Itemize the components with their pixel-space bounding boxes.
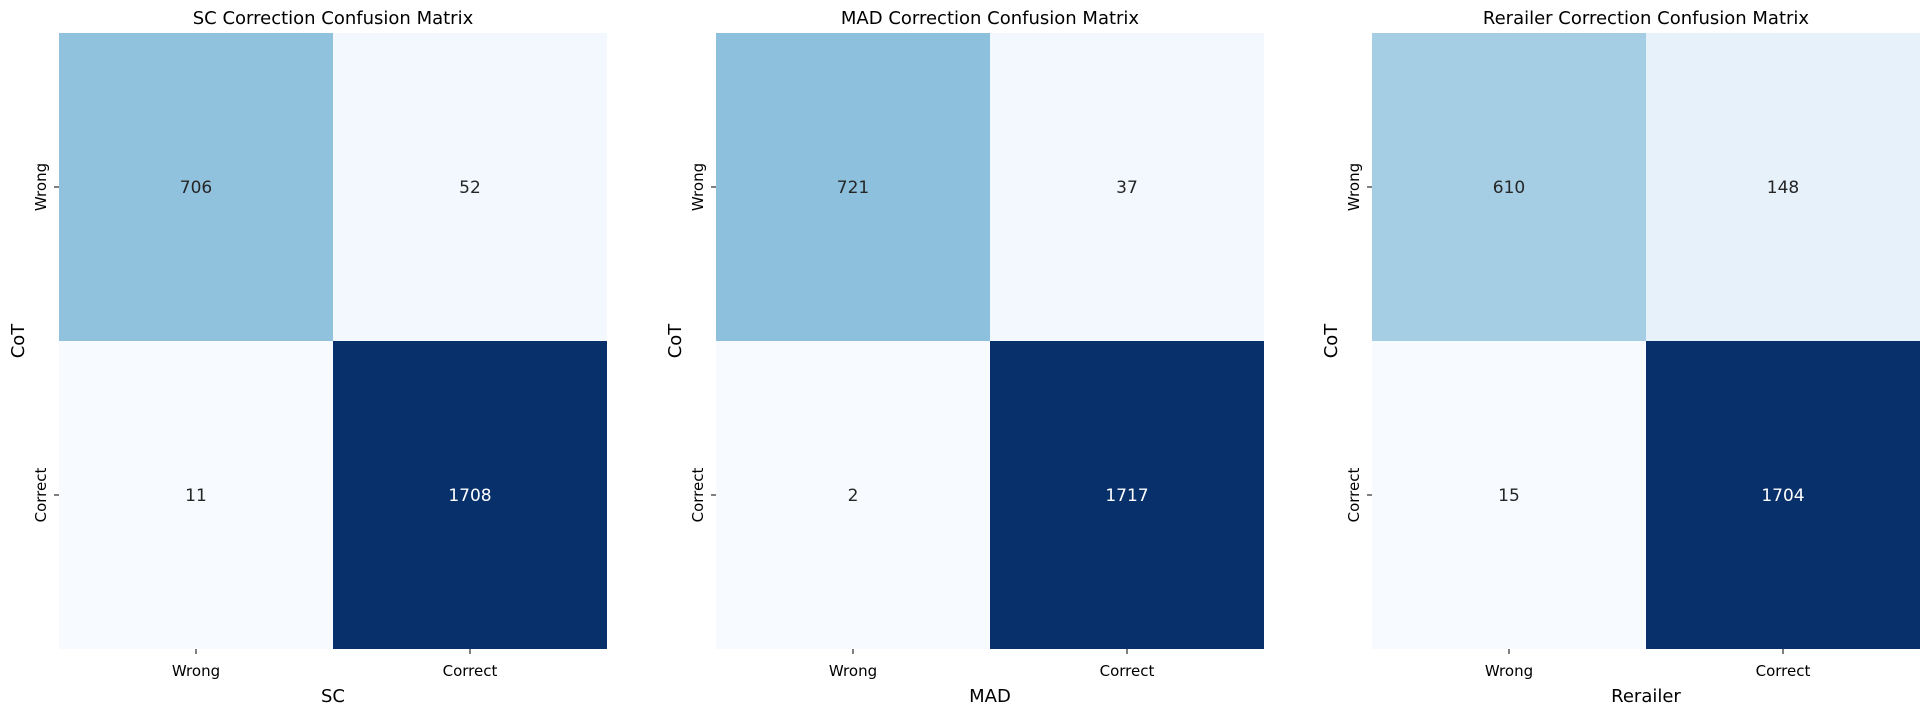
x-axis-label: SC	[321, 686, 345, 707]
x-tick-label: Wrong	[1485, 662, 1533, 680]
heatmap-cell	[333, 341, 607, 649]
x-tick-label: Wrong	[829, 662, 877, 680]
y-tick-label: Wrong	[689, 163, 707, 211]
cell-value-label: 148	[1767, 178, 1799, 198]
heatmap-cell	[1372, 341, 1646, 649]
heatmap-cell	[716, 33, 990, 341]
cell-value-label: 706	[180, 178, 212, 198]
y-tick-label: Wrong	[32, 163, 50, 211]
x-tick-label: Wrong	[172, 662, 220, 680]
x-tick-label: Correct	[1100, 662, 1155, 680]
cell-value-label: 52	[459, 178, 481, 198]
chart-title: MAD Correction Confusion Matrix	[841, 8, 1140, 29]
chart-title: Rerailer Correction Confusion Matrix	[1483, 8, 1810, 29]
heatmap-cell	[333, 33, 607, 341]
heatmap-cell	[990, 33, 1264, 341]
y-axis-label: CoT	[8, 323, 29, 359]
heatmap-cell	[1646, 33, 1920, 341]
cell-value-label: 1708	[448, 486, 491, 506]
cell-value-label: 1704	[1761, 486, 1804, 506]
heatmap-cell	[990, 341, 1264, 649]
y-axis-label: CoT	[665, 323, 686, 359]
y-tick-label: Wrong	[1345, 163, 1363, 211]
cell-value-label: 37	[1116, 178, 1138, 198]
cell-value-label: 721	[837, 178, 869, 198]
chart-title: SC Correction Confusion Matrix	[193, 8, 474, 29]
cell-value-label: 610	[1493, 178, 1525, 198]
y-tick-label: Correct	[32, 468, 50, 523]
cell-value-label: 1717	[1105, 486, 1148, 506]
x-axis-label: Rerailer	[1611, 686, 1681, 707]
y-tick-label: Correct	[689, 468, 707, 523]
heatmap-cell	[59, 33, 333, 341]
heatmap-cell	[59, 341, 333, 649]
y-tick-label: Correct	[1345, 468, 1363, 523]
cell-value-label: 11	[185, 486, 207, 506]
heatmap-cell	[1646, 341, 1920, 649]
heatmap-cell	[1372, 33, 1646, 341]
y-axis-label: CoT	[1321, 323, 1342, 359]
x-tick-label: Correct	[443, 662, 498, 680]
x-axis-label: MAD	[969, 686, 1011, 707]
heatmap-cell	[716, 341, 990, 649]
cell-value-label: 2	[848, 486, 859, 506]
cell-value-label: 15	[1498, 486, 1520, 506]
x-tick-label: Correct	[1756, 662, 1811, 680]
